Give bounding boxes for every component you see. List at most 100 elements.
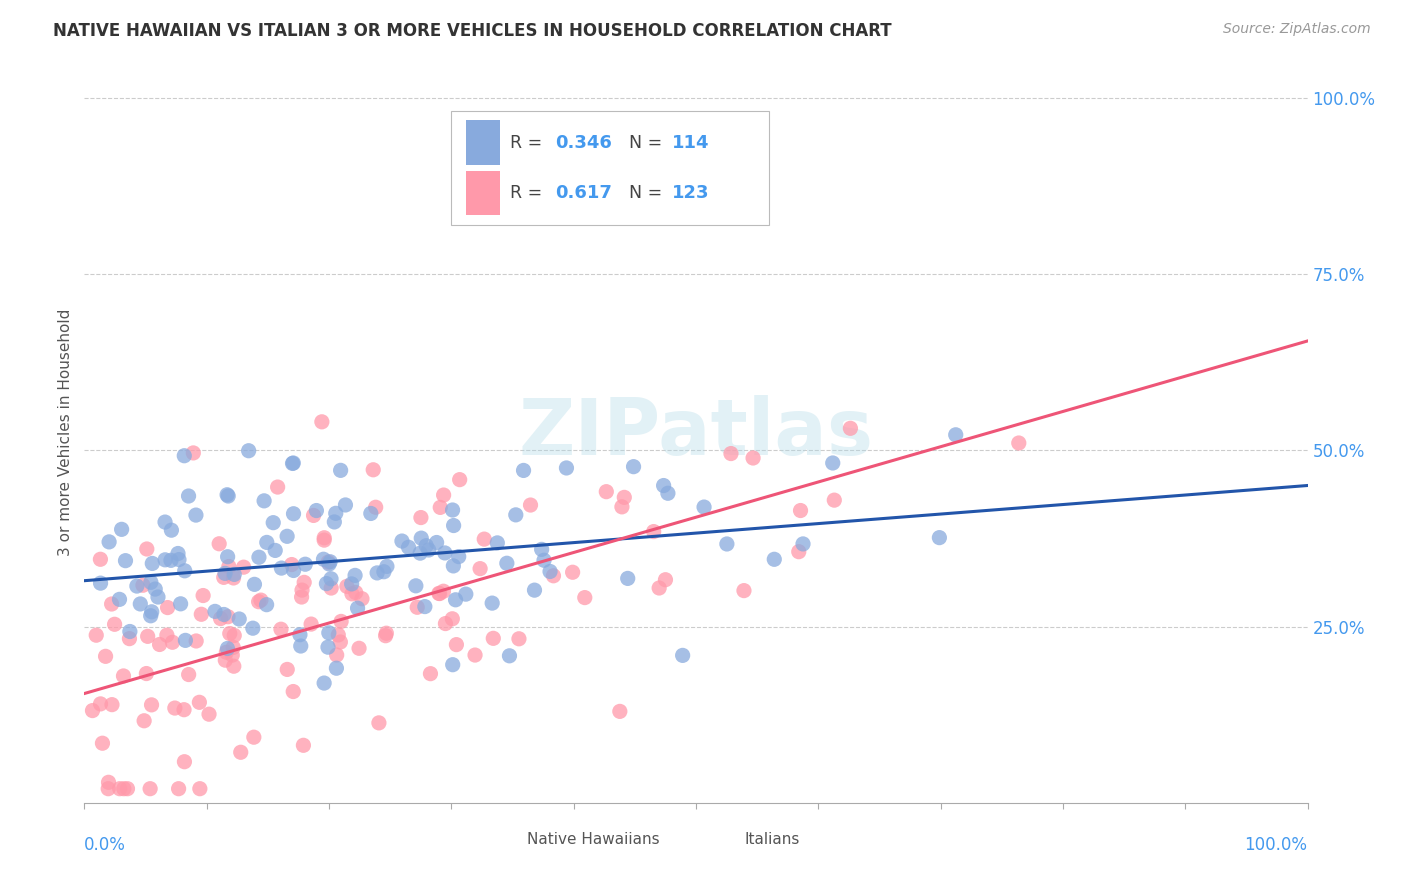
Point <box>329 463 352 477</box>
Point <box>167 781 190 796</box>
Point <box>148 638 170 652</box>
Point <box>212 570 235 584</box>
Point <box>129 597 152 611</box>
Point <box>153 515 176 529</box>
Point <box>98 534 121 549</box>
Point <box>160 553 183 567</box>
Text: 0.346: 0.346 <box>555 134 612 152</box>
Point <box>209 611 232 625</box>
Point <box>243 577 266 591</box>
Point <box>190 607 212 622</box>
Point <box>208 537 231 551</box>
Point <box>405 579 427 593</box>
Point <box>720 446 742 460</box>
Point <box>188 781 211 796</box>
Point <box>276 662 298 676</box>
Text: 0.617: 0.617 <box>555 184 612 202</box>
Point <box>224 628 246 642</box>
Point <box>472 532 495 546</box>
Point <box>143 582 166 596</box>
Point <box>610 500 633 514</box>
Point <box>538 565 561 579</box>
FancyBboxPatch shape <box>465 171 501 215</box>
Point <box>290 639 312 653</box>
Point <box>242 621 264 635</box>
Point <box>117 781 139 796</box>
Text: Italians: Italians <box>745 832 800 847</box>
Point <box>218 626 240 640</box>
Point <box>100 597 122 611</box>
Point <box>312 552 335 566</box>
Point <box>290 590 312 604</box>
Point <box>215 645 238 659</box>
Point <box>222 640 245 655</box>
Point <box>232 560 254 574</box>
Point <box>335 498 357 512</box>
Point <box>415 539 437 553</box>
Point <box>347 641 370 656</box>
Point <box>167 552 190 566</box>
Point <box>173 703 195 717</box>
Point <box>508 632 530 646</box>
Point <box>672 648 695 663</box>
Point <box>482 632 505 646</box>
FancyBboxPatch shape <box>465 120 501 165</box>
Point <box>281 457 304 471</box>
Point <box>364 500 387 515</box>
Point <box>733 583 755 598</box>
Point <box>184 508 207 522</box>
Point <box>481 596 503 610</box>
Point <box>186 634 208 648</box>
Point <box>222 571 245 585</box>
Point <box>256 535 278 549</box>
Point <box>595 484 617 499</box>
Point <box>177 489 200 503</box>
Point <box>218 559 240 574</box>
Point <box>433 488 456 502</box>
Point <box>432 584 454 599</box>
Point <box>94 649 117 664</box>
Point <box>426 535 449 549</box>
FancyBboxPatch shape <box>710 829 738 851</box>
Point <box>283 456 305 470</box>
Point <box>319 572 342 586</box>
Point <box>361 463 384 477</box>
Point <box>409 510 432 524</box>
Point <box>449 473 471 487</box>
Text: 114: 114 <box>672 134 709 152</box>
Point <box>330 615 353 629</box>
Point <box>302 508 325 523</box>
Point <box>162 635 184 649</box>
Text: 0.0%: 0.0% <box>84 836 127 855</box>
Point <box>228 612 250 626</box>
Point <box>654 573 676 587</box>
Point <box>291 583 314 598</box>
Point <box>344 585 367 599</box>
Point <box>174 633 197 648</box>
Point <box>716 537 738 551</box>
Point <box>266 480 288 494</box>
Point <box>270 561 292 575</box>
Point <box>283 507 305 521</box>
Point <box>530 542 553 557</box>
Point <box>318 625 340 640</box>
Point <box>283 564 305 578</box>
Point <box>173 564 195 578</box>
Point <box>221 648 243 662</box>
Point <box>224 567 246 582</box>
Point <box>112 781 135 796</box>
Point <box>173 755 195 769</box>
Point <box>447 549 470 564</box>
Text: Source: ZipAtlas.com: Source: ZipAtlas.com <box>1223 22 1371 37</box>
Point <box>464 648 486 662</box>
Point <box>134 714 156 728</box>
Point <box>328 628 350 642</box>
Text: Native Hawaiians: Native Hawaiians <box>527 832 659 847</box>
Point <box>167 547 190 561</box>
Point <box>217 641 239 656</box>
Point <box>391 534 413 549</box>
Point <box>97 781 120 796</box>
Point <box>555 461 578 475</box>
Point <box>340 577 363 591</box>
Point <box>418 543 440 558</box>
